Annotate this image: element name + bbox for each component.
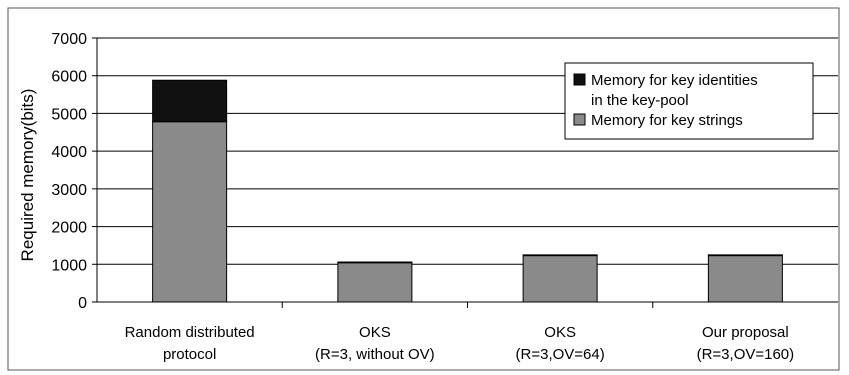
y-tick-labels: 0 1000 2000 3000 4000 5000 6000 7000 [51, 31, 87, 312]
bar-segment [707, 255, 783, 303]
category-label: Random distributed [125, 324, 255, 341]
y-tick-label: 4000 [51, 144, 87, 161]
bar-segment [522, 254, 598, 257]
category-label: OKS [359, 324, 391, 341]
category-label: (R=3,OV=64) [516, 346, 605, 363]
bar-segment [707, 254, 783, 257]
legend-label: in the key-pool [591, 92, 689, 109]
bar-segment [152, 121, 228, 303]
category-labels: Random distributed protocol OKS (R=3, witho… [125, 324, 795, 363]
legend-label: Memory for key strings [591, 112, 743, 129]
category-label: protocol [163, 346, 216, 363]
y-tick-label: 3000 [51, 182, 87, 199]
legend-swatch [573, 113, 586, 126]
category-label: (R=3, without OV) [315, 346, 435, 363]
bar-segment [337, 261, 413, 264]
y-tick-label: 0 [78, 295, 87, 312]
bars [152, 79, 783, 303]
legend-box [564, 62, 814, 140]
bar-segment [522, 255, 598, 303]
bar-segment [152, 79, 228, 123]
axes [96, 38, 838, 308]
y-tick-label: 5000 [51, 106, 87, 123]
y-tick-label: 1000 [51, 257, 87, 274]
category-label: (R=3,OV=160) [697, 346, 795, 363]
y-tick-label: 6000 [51, 69, 87, 86]
y-axis-label: Required memory(bits) [18, 89, 37, 262]
category-label: OKS [544, 324, 576, 341]
legend-label: Memory for key identities [591, 72, 758, 89]
y-tick-label: 7000 [51, 31, 87, 48]
y-tick-label: 2000 [51, 220, 87, 237]
bar-segment [337, 262, 413, 303]
legend-swatch [573, 73, 586, 86]
category-label: Our proposal [702, 324, 789, 341]
legend: Memory for key identities in the key-pool… [564, 62, 814, 140]
